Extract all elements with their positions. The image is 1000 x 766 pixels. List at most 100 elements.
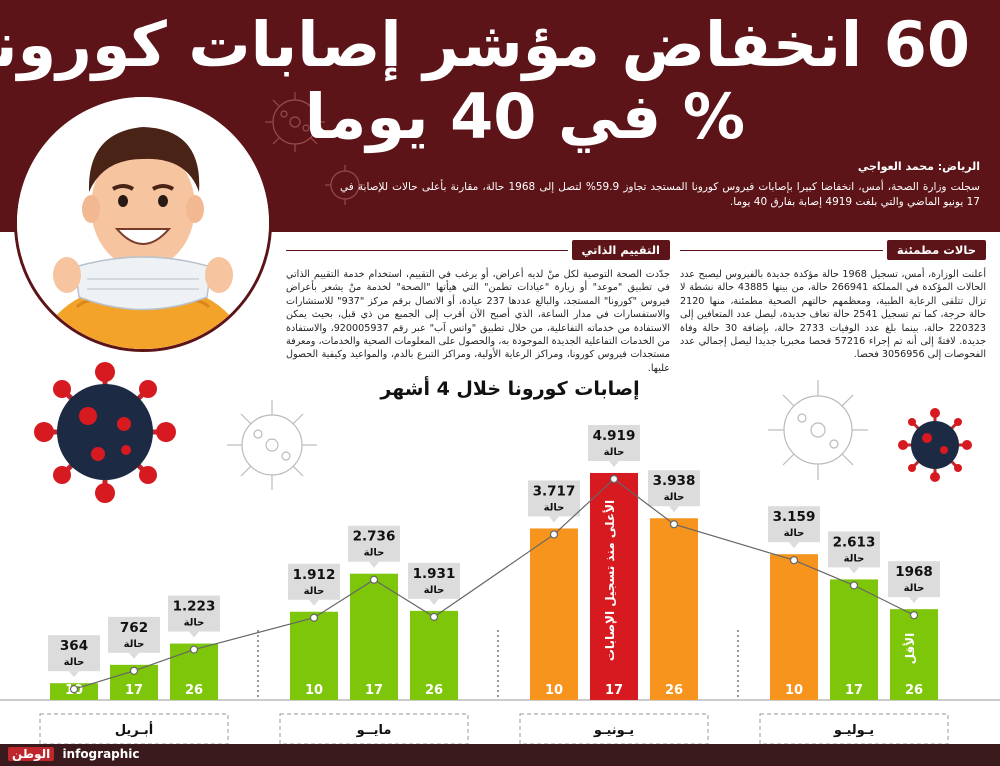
bar: [770, 554, 818, 700]
value-callout-box: [108, 616, 160, 653]
value-callout-box: [288, 563, 340, 600]
footer-label: infographic: [62, 747, 140, 761]
bar-value-label: 364: [60, 638, 88, 654]
trend-point: [369, 575, 379, 584]
bar: [350, 573, 398, 700]
value-callout-box: [768, 506, 820, 543]
virus-outline-icons: [227, 380, 868, 490]
value-callout-pointer: [429, 598, 439, 605]
value-callout-pointer: [129, 652, 139, 659]
bar-unit-label: حالة: [364, 548, 385, 559]
value-callout-pointer: [549, 516, 559, 523]
virus-icon-large: [34, 362, 176, 503]
intro-paragraph: سجلت وزارة الصحة، أمس، انخفاضا كبيرا بإص…: [340, 181, 980, 208]
bar-unit-label: حالة: [544, 502, 565, 513]
bar-day-label: 26: [425, 683, 443, 698]
value-callout-box: [648, 470, 700, 507]
trend-line: [73, 478, 915, 690]
brand-name: الوطن: [8, 747, 55, 761]
footer: الوطن infographic: [0, 744, 1000, 766]
section-heading: التقييم الذاتي: [571, 240, 670, 260]
value-callout-pointer: [369, 561, 379, 568]
month-frame: [759, 713, 949, 745]
bar-day-label: 17: [845, 683, 863, 698]
divider: [680, 249, 883, 251]
bar-day-label: 10: [785, 683, 803, 698]
value-callout-pointer: [789, 542, 799, 549]
headline-line-2: % في 40 يوما: [304, 80, 745, 153]
value-callout-pointer: [669, 506, 679, 513]
month-label: أبـريل: [115, 721, 153, 738]
logo: الوطن infographic: [8, 747, 140, 761]
bar-value-label: 1968: [895, 564, 933, 580]
bar-value-label: 1.912: [293, 567, 336, 583]
value-callout-box: [888, 561, 940, 598]
bar-value-label: 2.613: [833, 534, 876, 550]
month-label: يـوليـو: [833, 723, 874, 738]
header-virus-icons: [265, 92, 365, 205]
value-callout-pointer: [309, 599, 319, 606]
section-body: جدّدت الصحة التوصية لكل منْ لديه أعراض، …: [286, 269, 670, 374]
divider: [286, 249, 568, 251]
bar-day-label: 26: [665, 683, 683, 698]
bar-day-label: 10: [545, 683, 563, 698]
bar-value-label: 3.717: [533, 483, 576, 499]
bar-note: الأعلى منذ تسجيل الإصابات: [602, 500, 617, 661]
trend-point: [69, 685, 79, 694]
value-callout-box: [828, 531, 880, 568]
bar: [830, 579, 878, 700]
man-with-mask-illustration: [14, 94, 272, 352]
value-callout-pointer: [609, 460, 619, 467]
chart-title: إصابات كورونا خلال 4 أشهر: [380, 378, 640, 400]
month-label: مايــو: [356, 723, 392, 738]
bar-day-label: 26: [905, 683, 923, 698]
cases-bar-chart: 10 364 حالة 17 762 حالة 26 1.223 حالة أبـريل 10 1.9…: [0, 362, 1000, 745]
value-callout-box: [408, 562, 460, 599]
value-callout-pointer: [69, 671, 79, 678]
section-body: أعلنت الوزارة، أمس، تسجيل 1968 حالة مؤكد…: [680, 269, 986, 361]
bar-unit-label: حالة: [124, 639, 145, 650]
bar-value-label: 3.159: [773, 509, 816, 525]
bar-value-label: 762: [120, 620, 148, 636]
bar-value-label: 3.938: [653, 473, 696, 489]
bar-value-label: 2.736: [353, 529, 396, 545]
trend-point: [789, 556, 799, 565]
bar-unit-label: حالة: [604, 447, 625, 458]
bar: [890, 609, 938, 700]
bar-note: الأقل: [902, 633, 917, 665]
trend-point: [609, 474, 619, 484]
section-heading: حالات مطمئنة: [886, 240, 986, 260]
bar-unit-label: حالة: [904, 583, 925, 594]
trend-point: [309, 613, 319, 622]
month-label: يـونيـو: [593, 723, 634, 738]
value-callout-pointer: [189, 631, 199, 638]
bar-unit-label: حالة: [184, 618, 205, 629]
byline: الرياض: محمد العواجي: [857, 160, 980, 173]
bar-unit-label: حالة: [664, 492, 685, 503]
section-self-assessment: التقييم الذاتي جدّدت الصحة التوصية لكل م…: [286, 240, 670, 375]
value-callout-box: [588, 424, 640, 461]
headline-line-1: 60 انخفاض مؤشر إصابات كورونا: [0, 8, 970, 81]
trend-point: [129, 666, 139, 675]
trend-point: [909, 611, 919, 620]
bar-value-label: 1.223: [173, 599, 216, 615]
bar-value-label: 1.931: [413, 566, 456, 582]
value-callout-box: [48, 635, 100, 672]
trend-point: [849, 581, 859, 590]
bar-unit-label: حالة: [844, 553, 865, 564]
trend-point: [429, 612, 439, 621]
bar-day-label: 17: [605, 683, 623, 698]
bar-unit-label: حالة: [784, 528, 805, 539]
value-callout-box: [528, 480, 580, 517]
bar-unit-label: حالة: [64, 657, 85, 668]
section-reassuring-cases: حالات مطمئنة أعلنت الوزارة، أمس، تسجيل 1…: [680, 240, 986, 362]
trend-point: [189, 645, 199, 654]
month-frame: [279, 713, 469, 745]
virus-icon-small: [898, 408, 972, 482]
bar-day-label: 17: [125, 683, 143, 698]
bar-unit-label: حالة: [424, 585, 445, 596]
trend-point: [669, 520, 679, 529]
value-callout-box: [348, 525, 400, 562]
bar-value-label: 4.919: [593, 428, 636, 444]
bar: [530, 528, 578, 700]
